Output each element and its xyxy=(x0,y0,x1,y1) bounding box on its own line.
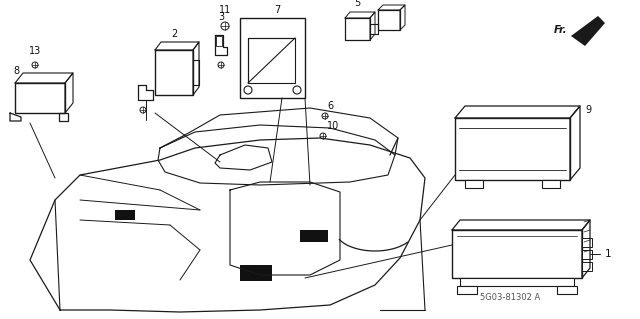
Text: 2: 2 xyxy=(171,29,177,39)
Bar xyxy=(115,210,135,220)
Bar xyxy=(582,238,592,247)
Text: 6: 6 xyxy=(327,101,333,111)
Bar xyxy=(452,230,582,278)
Bar xyxy=(465,180,483,188)
Text: 8: 8 xyxy=(13,66,19,76)
Bar xyxy=(240,265,272,281)
Text: 3: 3 xyxy=(218,12,224,22)
Text: 1: 1 xyxy=(605,249,611,259)
Bar xyxy=(455,118,570,180)
Bar xyxy=(460,278,574,286)
Polygon shape xyxy=(571,16,605,46)
Bar xyxy=(15,83,65,113)
Bar xyxy=(300,230,328,242)
Text: 12: 12 xyxy=(394,0,406,1)
Text: 9: 9 xyxy=(585,105,591,115)
Text: 5G03-81302 A: 5G03-81302 A xyxy=(480,293,540,302)
Text: 13: 13 xyxy=(29,46,41,56)
Bar xyxy=(582,262,592,271)
Bar xyxy=(155,50,193,95)
Bar xyxy=(557,286,577,294)
Bar xyxy=(582,250,592,259)
Text: 7: 7 xyxy=(274,5,280,15)
Bar xyxy=(240,18,305,98)
Bar xyxy=(248,38,295,83)
Bar xyxy=(216,36,222,46)
Bar xyxy=(542,180,560,188)
Text: Fr.: Fr. xyxy=(554,25,567,35)
Bar xyxy=(457,286,477,294)
Bar xyxy=(378,10,400,30)
Bar xyxy=(345,18,370,40)
Text: 5: 5 xyxy=(354,0,360,8)
Text: 11: 11 xyxy=(219,5,231,15)
Text: 10: 10 xyxy=(327,121,339,131)
